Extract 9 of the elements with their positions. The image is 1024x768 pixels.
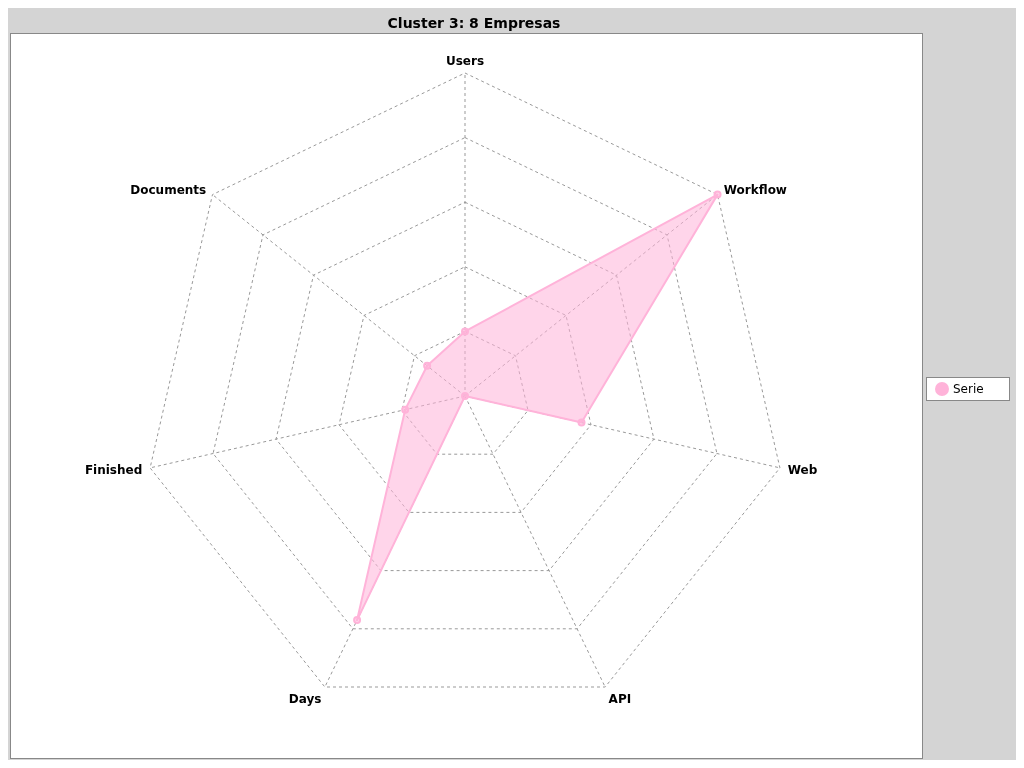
spoke-label: Workflow xyxy=(723,182,787,197)
legend-label: Serie xyxy=(953,381,984,396)
spoke-label: Users xyxy=(445,54,485,68)
spoke-label: Web xyxy=(787,462,818,477)
chart-title: Cluster 3: 8 Empresas xyxy=(386,15,562,31)
spoke-label: Days xyxy=(288,691,322,706)
spoke-label: API xyxy=(608,691,632,706)
spoke-label: Documents xyxy=(130,182,207,197)
spoke-label: Finished xyxy=(84,462,143,477)
